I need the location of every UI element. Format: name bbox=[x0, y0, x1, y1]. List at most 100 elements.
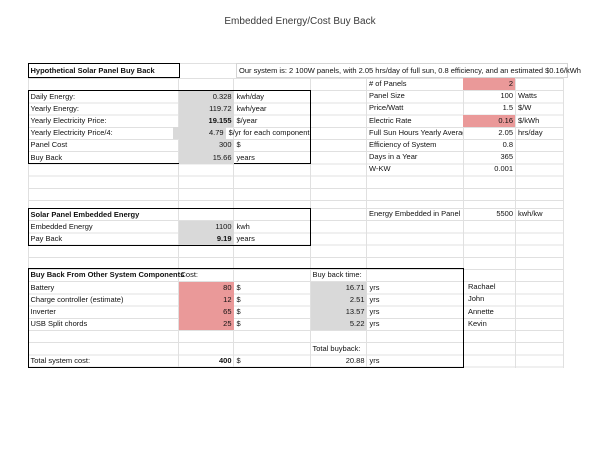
table-header-row: Buy Back From Other System Components Co… bbox=[29, 269, 463, 281]
empty-cell[interactable] bbox=[234, 343, 311, 355]
cost-unit[interactable]: $ bbox=[236, 306, 241, 316]
time-unit[interactable]: yrs bbox=[369, 282, 380, 292]
total-buyback-value[interactable]: 20.88 bbox=[345, 355, 365, 365]
total-cost-unit[interactable]: $ bbox=[236, 355, 241, 365]
param-label[interactable]: Price/Watt bbox=[369, 103, 404, 113]
total-cost-value[interactable]: 400 bbox=[218, 355, 232, 365]
table-row: Daily Energy: 0.328 kwh/day bbox=[29, 90, 310, 103]
param-label[interactable]: # of Panels bbox=[369, 79, 407, 88]
row-label[interactable]: Embedded Energy bbox=[30, 221, 93, 231]
param-label[interactable]: Electric Rate bbox=[369, 115, 412, 125]
row-unit[interactable]: $/year bbox=[236, 116, 258, 126]
time-unit[interactable]: yrs bbox=[369, 306, 380, 316]
time-header[interactable]: Buy back time: bbox=[312, 270, 362, 280]
cost-unit[interactable]: $ bbox=[236, 319, 241, 329]
owner-name[interactable]: Rachael bbox=[468, 282, 496, 292]
time-unit[interactable]: yrs bbox=[369, 319, 380, 329]
total-cost-label[interactable]: Total system cost: bbox=[30, 355, 91, 365]
section-title-components[interactable]: Buy Back From Other System Components bbox=[30, 270, 185, 280]
row-label[interactable]: Energy Embedded in Panel bbox=[369, 209, 461, 218]
param-value[interactable]: 365 bbox=[500, 152, 513, 162]
row-unit[interactable]: years bbox=[236, 152, 255, 162]
row-label[interactable]: Pay Back bbox=[30, 233, 63, 243]
param-unit[interactable]: $/W bbox=[518, 103, 532, 113]
row-value[interactable]: 119.72 bbox=[178, 102, 234, 116]
cost-unit[interactable]: $ bbox=[236, 282, 241, 292]
component-time[interactable]: 16.71 bbox=[310, 281, 367, 294]
owner-name[interactable]: Kevin bbox=[468, 318, 487, 328]
page-title: Embedded Energy/Cost Buy Back bbox=[224, 16, 376, 27]
param-label[interactable]: W-KW bbox=[369, 164, 391, 174]
empty-cell[interactable] bbox=[367, 343, 463, 355]
system-note-cell[interactable]: Our system is: 2 100W panels, with 2.05 … bbox=[236, 63, 581, 78]
param-label[interactable]: Efficiency of System bbox=[369, 139, 437, 149]
param-label[interactable]: Panel Size bbox=[369, 91, 405, 101]
empty-cell[interactable] bbox=[29, 343, 179, 355]
row-unit[interactable]: kwh/year bbox=[236, 103, 267, 113]
empty-cell[interactable] bbox=[179, 343, 234, 355]
row-value[interactable]: 0.328 bbox=[178, 90, 234, 103]
owner-name[interactable]: John bbox=[468, 294, 485, 304]
row-unit[interactable]: $ bbox=[236, 140, 241, 150]
row-label[interactable]: Yearly Electricity Price: bbox=[30, 116, 107, 126]
row-label[interactable]: Yearly Electricity Price/4: bbox=[30, 128, 113, 138]
row-label[interactable]: Panel Cost bbox=[30, 140, 68, 150]
row-label[interactable]: Yearly Energy: bbox=[30, 103, 80, 113]
param-value[interactable]: 2 bbox=[463, 78, 515, 91]
component-time[interactable]: 2.51 bbox=[310, 293, 367, 306]
component-label[interactable]: Inverter bbox=[30, 306, 56, 316]
component-cost[interactable]: 25 bbox=[178, 318, 234, 331]
component-label[interactable]: USB Split chords bbox=[30, 319, 88, 329]
grid-vline bbox=[515, 78, 516, 368]
row-label[interactable]: Daily Energy: bbox=[30, 91, 76, 101]
component-cost[interactable]: 12 bbox=[178, 293, 234, 306]
row-unit[interactable]: $/yr for each component bbox=[228, 128, 310, 138]
row-value[interactable]: 1100 bbox=[178, 220, 234, 233]
section-title-hypothetical[interactable]: Hypothetical Solar Panel Buy Back bbox=[27, 63, 180, 78]
empty-cell[interactable] bbox=[234, 269, 311, 281]
row-unit[interactable]: years bbox=[236, 233, 255, 243]
cost-unit[interactable]: $ bbox=[236, 294, 241, 304]
row-unit[interactable]: kwh/day bbox=[236, 91, 265, 101]
empty-cell[interactable] bbox=[29, 330, 179, 342]
owner-name[interactable]: Annette bbox=[468, 306, 494, 316]
param-unit[interactable]: $/kWh bbox=[518, 115, 540, 125]
row-value[interactable]: 300 bbox=[178, 139, 234, 152]
param-label[interactable]: Days in a Year bbox=[369, 152, 418, 162]
component-time[interactable]: 13.57 bbox=[310, 305, 367, 319]
component-label[interactable]: Battery bbox=[30, 282, 55, 292]
component-time[interactable]: 5.22 bbox=[310, 318, 367, 331]
row-value[interactable]: 15.66 bbox=[178, 151, 234, 164]
component-label[interactable]: Charge controller (estimate) bbox=[30, 294, 124, 304]
param-unit[interactable] bbox=[515, 163, 563, 175]
param-value[interactable]: 2.05 bbox=[498, 127, 513, 137]
row-unit[interactable]: kwh/kw bbox=[518, 209, 543, 218]
time-unit[interactable]: yrs bbox=[369, 294, 380, 304]
row-label[interactable]: Buy Back bbox=[30, 152, 63, 162]
cost-header[interactable]: Cost: bbox=[180, 270, 199, 280]
table-row: W-KW 0.001 bbox=[366, 163, 563, 175]
total-buyback-label[interactable]: Total buyback: bbox=[312, 343, 361, 353]
param-value[interactable]: 0.16 bbox=[463, 114, 515, 127]
row-value[interactable]: 4.79 bbox=[172, 127, 226, 140]
param-value[interactable]: 0.001 bbox=[494, 164, 513, 174]
param-value[interactable]: 1.5 bbox=[502, 103, 513, 113]
param-label[interactable]: Full Sun Hours Yearly Averag bbox=[369, 127, 463, 137]
total-buyback-unit[interactable]: yrs bbox=[369, 355, 380, 365]
param-unit[interactable]: hrs/day bbox=[518, 127, 543, 137]
param-unit[interactable]: Watts bbox=[518, 91, 537, 101]
param-unit[interactable] bbox=[515, 151, 563, 163]
total-row: Total system cost: 400 $ 20.88 yrs bbox=[29, 355, 463, 367]
row-value[interactable]: 19.155 bbox=[178, 115, 234, 128]
section-title-embedded[interactable]: Solar Panel Embedded Energy bbox=[30, 209, 140, 219]
param-value[interactable]: 100 bbox=[500, 91, 513, 101]
row-value[interactable]: 5500 bbox=[496, 209, 513, 218]
component-cost[interactable]: 65 bbox=[178, 305, 234, 319]
row-value[interactable]: 9.19 bbox=[178, 232, 234, 246]
empty-cell[interactable] bbox=[367, 269, 463, 281]
param-unit[interactable] bbox=[515, 78, 563, 90]
param-unit[interactable] bbox=[515, 139, 563, 151]
param-value[interactable]: 0.8 bbox=[502, 139, 513, 149]
component-cost[interactable]: 80 bbox=[178, 281, 234, 294]
row-unit[interactable]: kwh bbox=[236, 221, 250, 231]
